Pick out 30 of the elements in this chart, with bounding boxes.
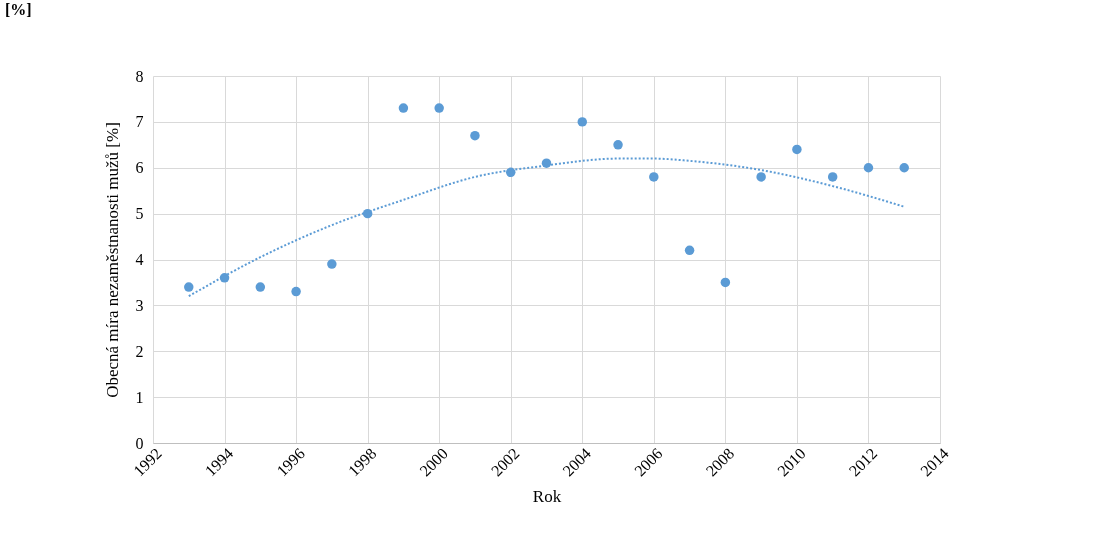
y-tick-label: 8 — [135, 67, 144, 85]
y-tick-label: 6 — [135, 159, 144, 177]
y-axis-title: Obecná míra nezaměstnanosti mužů [%] — [102, 122, 122, 398]
point — [327, 259, 337, 269]
point — [756, 172, 766, 182]
point — [398, 103, 409, 113]
point — [684, 245, 695, 256]
point — [470, 130, 480, 141]
y-tick-label: 7 — [135, 113, 144, 131]
point — [184, 282, 194, 292]
point — [863, 163, 874, 173]
point — [827, 172, 838, 182]
line-series — [187, 157, 906, 298]
y-tick-label: 4 — [135, 251, 144, 268]
y-tick-label: 1 — [135, 388, 144, 406]
y-tick-label: 3 — [135, 296, 144, 314]
x-axis-title: Rok — [532, 487, 562, 507]
point — [720, 277, 731, 288]
y-tick-label: 5 — [135, 205, 144, 223]
y-tick-label: 2 — [135, 342, 144, 360]
point — [434, 103, 444, 113]
point — [649, 172, 659, 182]
point — [792, 144, 802, 155]
y-tick-label: 0 — [135, 434, 144, 452]
point — [577, 117, 588, 127]
point — [291, 286, 301, 297]
point — [613, 140, 623, 150]
text: [%] — [5, 1, 32, 18]
point — [255, 282, 266, 292]
point — [899, 163, 909, 173]
